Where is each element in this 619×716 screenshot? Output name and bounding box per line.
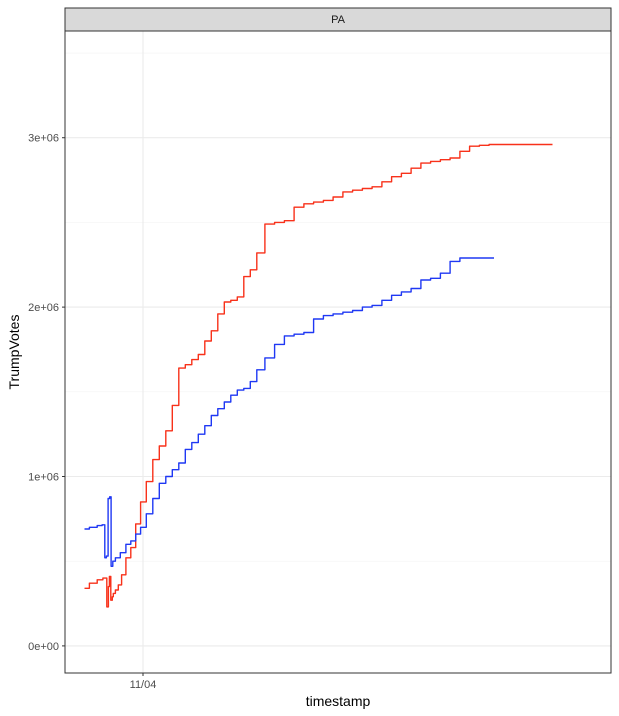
series-line-red: [84, 143, 553, 608]
y-tick-label: 0e+00: [28, 641, 59, 653]
grid-minor: [65, 52, 611, 562]
y-tick-label: 2e+06: [28, 302, 59, 314]
y-tick-label: 1e+06: [28, 472, 59, 484]
x-axis-title: timestamp: [306, 693, 371, 709]
series-layer: [84, 143, 553, 608]
facet-strip: [64, 7, 612, 32]
y-axis: 0e+00 1e+06 2e+06 3e+06: [28, 133, 65, 653]
plot-background: [65, 31, 611, 673]
facet-strip-label: PA: [331, 14, 346, 26]
series-line-blue: [84, 257, 494, 567]
y-axis-title: TrumpVotes: [6, 315, 22, 390]
y-tick-label: 3e+06: [28, 133, 59, 145]
x-tick-label: 11/04: [130, 679, 157, 691]
grid-major: [65, 31, 611, 673]
x-axis: 11/04: [130, 673, 157, 691]
